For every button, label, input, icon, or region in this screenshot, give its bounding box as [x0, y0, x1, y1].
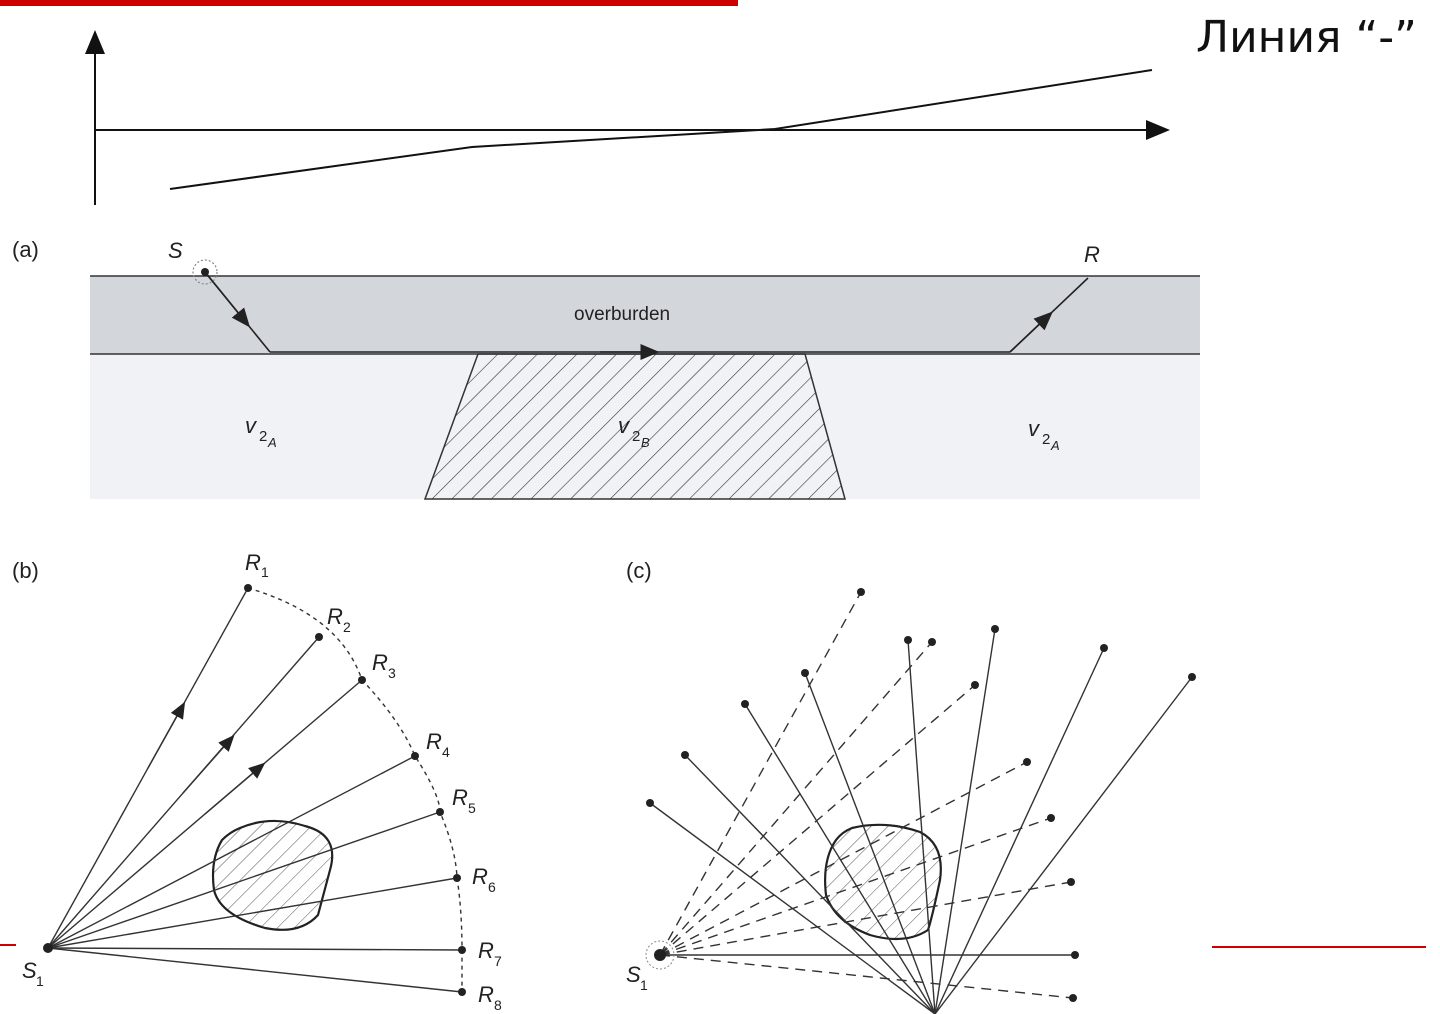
svg-text:1: 1 — [261, 564, 269, 580]
source-c-label: S 1 — [626, 962, 648, 993]
source-label: S — [168, 238, 183, 263]
panel-c: (c) — [626, 558, 1196, 1014]
top-accent-bar — [0, 0, 738, 6]
velocity-center: v 2 B — [618, 413, 650, 450]
panel-c-label: (c) — [626, 558, 652, 583]
svg-text:4: 4 — [442, 744, 450, 760]
anomaly-block — [423, 353, 846, 500]
svg-text:B: B — [641, 435, 650, 450]
svg-text:2: 2 — [343, 619, 351, 635]
svg-text:R: R — [426, 729, 442, 754]
velocity-left: v 2 A — [245, 413, 277, 450]
svg-text:7: 7 — [494, 953, 502, 969]
solid-rays-c — [649, 628, 1193, 1014]
svg-text:8: 8 — [494, 997, 502, 1013]
receiver-label-6: R 6 — [472, 864, 496, 895]
svg-text:1: 1 — [36, 973, 44, 989]
svg-text:v: v — [245, 413, 258, 438]
anomaly-blob-c — [824, 823, 942, 941]
ray-down-arrow — [204, 271, 251, 328]
dashed-rays-c — [659, 591, 1074, 999]
velocity-right: v 2 A — [1028, 416, 1060, 453]
panel-a-label: (a) — [12, 237, 39, 262]
receiver-label-5: R 5 — [452, 785, 476, 816]
svg-text:5: 5 — [468, 800, 476, 816]
endpoint-dots-c — [646, 588, 1196, 1002]
svg-text:6: 6 — [488, 879, 496, 895]
ray-arrows-b — [147, 701, 266, 815]
overburden-label: overburden — [574, 304, 670, 325]
source-b-label: S 1 — [22, 958, 44, 989]
receiver-label-7: R 7 — [478, 938, 502, 969]
svg-text:R: R — [372, 650, 388, 675]
svg-text:R: R — [327, 604, 343, 629]
overburden-layer — [90, 276, 1200, 354]
svg-text:R: R — [478, 982, 494, 1007]
receiver-arc — [247, 587, 463, 992]
svg-text:S: S — [626, 962, 641, 987]
svg-text:v: v — [1028, 416, 1041, 441]
anomaly-blob — [211, 819, 334, 931]
source-c-burst — [645, 940, 675, 970]
svg-text:R: R — [472, 864, 488, 889]
svg-text:2: 2 — [632, 428, 640, 445]
rays-b — [47, 587, 463, 993]
svg-text:S: S — [22, 958, 37, 983]
svg-text:2: 2 — [259, 428, 267, 445]
svg-text:1: 1 — [640, 977, 648, 993]
svg-text:A: A — [267, 435, 277, 450]
receiver-label-3: R 3 — [372, 650, 396, 681]
receiver-label: R — [1084, 242, 1100, 267]
svg-text:A: A — [1050, 438, 1060, 453]
bottom-accent-line — [1212, 946, 1426, 948]
source-c-dot — [654, 949, 666, 961]
travel-time-line — [169, 69, 1153, 190]
svg-text:v: v — [618, 413, 631, 438]
source-shot-point — [201, 268, 209, 276]
svg-text:R: R — [452, 785, 468, 810]
receiver-label-1: R 1 — [245, 550, 269, 580]
receiver-dots-b — [244, 584, 466, 996]
ray-up-arrow — [1009, 311, 1053, 353]
svg-text:3: 3 — [388, 665, 396, 681]
schematic-graph — [85, 30, 1170, 205]
panel-b-label: (b) — [12, 558, 39, 583]
bottom-left-accent-mark — [0, 944, 16, 946]
panel-b: (b) — [12, 550, 502, 1013]
svg-text:2: 2 — [1042, 431, 1050, 448]
slide-title: Линия “-” — [1196, 12, 1417, 63]
source-burst — [192, 259, 218, 285]
panel-a: (a) S R overburden — [12, 237, 1200, 500]
receiver-label-2: R 2 — [327, 604, 351, 635]
receiver-label-8: R 8 — [478, 982, 502, 1013]
receiver-label-4: R 4 — [426, 729, 450, 760]
svg-text:R: R — [478, 938, 494, 963]
svg-text:R: R — [245, 550, 261, 575]
source-b-dot — [43, 943, 53, 953]
